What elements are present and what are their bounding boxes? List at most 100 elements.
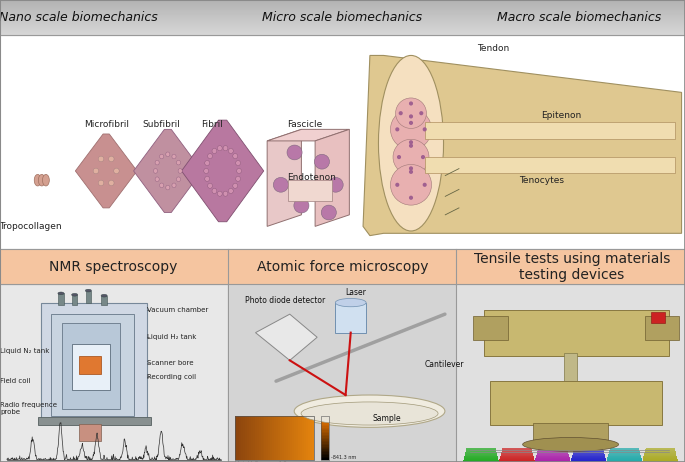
Bar xyxy=(321,445,329,446)
Bar xyxy=(490,381,662,425)
Bar xyxy=(501,452,532,453)
Bar xyxy=(321,425,329,426)
Bar xyxy=(571,457,606,458)
Polygon shape xyxy=(75,134,137,208)
Bar xyxy=(645,453,676,454)
Ellipse shape xyxy=(34,175,41,186)
Ellipse shape xyxy=(409,196,413,200)
Text: Sample: Sample xyxy=(373,414,401,423)
Bar xyxy=(484,310,669,356)
Ellipse shape xyxy=(208,153,212,158)
Bar xyxy=(282,416,284,460)
Text: 4.0 μm: 4.0 μm xyxy=(278,461,298,462)
Bar xyxy=(606,461,643,462)
Bar xyxy=(0,35,685,249)
Bar xyxy=(321,422,329,423)
Bar xyxy=(501,453,533,454)
Bar xyxy=(0,249,685,284)
Ellipse shape xyxy=(409,166,413,170)
Bar xyxy=(537,452,569,453)
Text: Liquid H₂ tank: Liquid H₂ tank xyxy=(147,334,197,340)
Text: Fibril: Fibril xyxy=(201,120,223,129)
Bar xyxy=(280,416,282,460)
Ellipse shape xyxy=(395,182,399,187)
Bar xyxy=(572,456,606,457)
Text: Field coil: Field coil xyxy=(0,378,31,384)
Bar xyxy=(500,457,534,458)
Text: Tropocollagen: Tropocollagen xyxy=(0,222,62,231)
Ellipse shape xyxy=(93,168,99,174)
Ellipse shape xyxy=(395,127,399,132)
Bar xyxy=(538,450,568,451)
Ellipse shape xyxy=(287,145,302,160)
Text: Epitenon: Epitenon xyxy=(542,111,582,120)
Bar xyxy=(607,459,642,460)
Bar xyxy=(41,303,147,423)
Ellipse shape xyxy=(321,205,336,220)
Bar xyxy=(321,436,329,438)
Ellipse shape xyxy=(236,176,240,182)
Bar xyxy=(499,458,534,459)
Ellipse shape xyxy=(178,169,182,173)
Bar xyxy=(229,285,455,461)
Ellipse shape xyxy=(378,55,444,231)
Bar xyxy=(645,449,675,450)
Bar xyxy=(245,416,247,460)
Text: Liquid N₂ tank: Liquid N₂ tank xyxy=(0,348,49,354)
Bar xyxy=(0,284,228,462)
Bar xyxy=(302,416,304,460)
Bar xyxy=(321,432,329,433)
Bar xyxy=(571,461,606,462)
Bar xyxy=(536,458,570,459)
Bar xyxy=(300,416,302,460)
Bar xyxy=(298,416,300,460)
Bar xyxy=(536,455,569,456)
Bar xyxy=(278,416,280,460)
Polygon shape xyxy=(256,314,317,360)
Ellipse shape xyxy=(421,155,425,159)
Bar xyxy=(645,450,675,451)
Ellipse shape xyxy=(217,146,222,151)
Bar xyxy=(464,457,498,458)
Bar xyxy=(321,451,329,452)
Bar xyxy=(321,446,329,448)
Bar xyxy=(269,416,271,460)
Bar xyxy=(571,460,606,461)
Bar xyxy=(273,416,274,460)
Bar xyxy=(306,416,308,460)
Bar xyxy=(643,459,677,460)
Bar xyxy=(235,416,237,460)
Bar xyxy=(608,457,641,458)
Ellipse shape xyxy=(409,102,413,106)
Bar xyxy=(571,458,606,459)
Bar xyxy=(253,416,255,460)
Bar xyxy=(502,450,532,451)
Ellipse shape xyxy=(108,156,114,162)
Ellipse shape xyxy=(208,183,212,188)
Ellipse shape xyxy=(204,169,208,173)
Text: Tensile tests using materials
testing devices: Tensile tests using materials testing de… xyxy=(474,252,670,282)
Text: Nano scale biomechanics: Nano scale biomechanics xyxy=(0,11,158,24)
Ellipse shape xyxy=(223,146,228,151)
Bar xyxy=(266,416,269,460)
Bar xyxy=(321,458,329,460)
Ellipse shape xyxy=(172,183,176,188)
Ellipse shape xyxy=(419,111,423,116)
Bar xyxy=(241,416,243,460)
Ellipse shape xyxy=(390,164,432,205)
Bar xyxy=(290,416,292,460)
Bar xyxy=(72,344,110,390)
Bar xyxy=(321,416,329,417)
Text: Recording coil: Recording coil xyxy=(147,374,197,379)
Bar xyxy=(466,448,495,449)
Bar xyxy=(86,291,91,303)
Bar xyxy=(608,455,640,456)
Polygon shape xyxy=(267,129,301,226)
Ellipse shape xyxy=(101,294,107,297)
Bar xyxy=(310,416,312,460)
Bar xyxy=(271,416,273,460)
Bar xyxy=(646,448,675,449)
Bar xyxy=(51,314,134,416)
Bar xyxy=(499,461,535,462)
Bar xyxy=(464,459,499,460)
